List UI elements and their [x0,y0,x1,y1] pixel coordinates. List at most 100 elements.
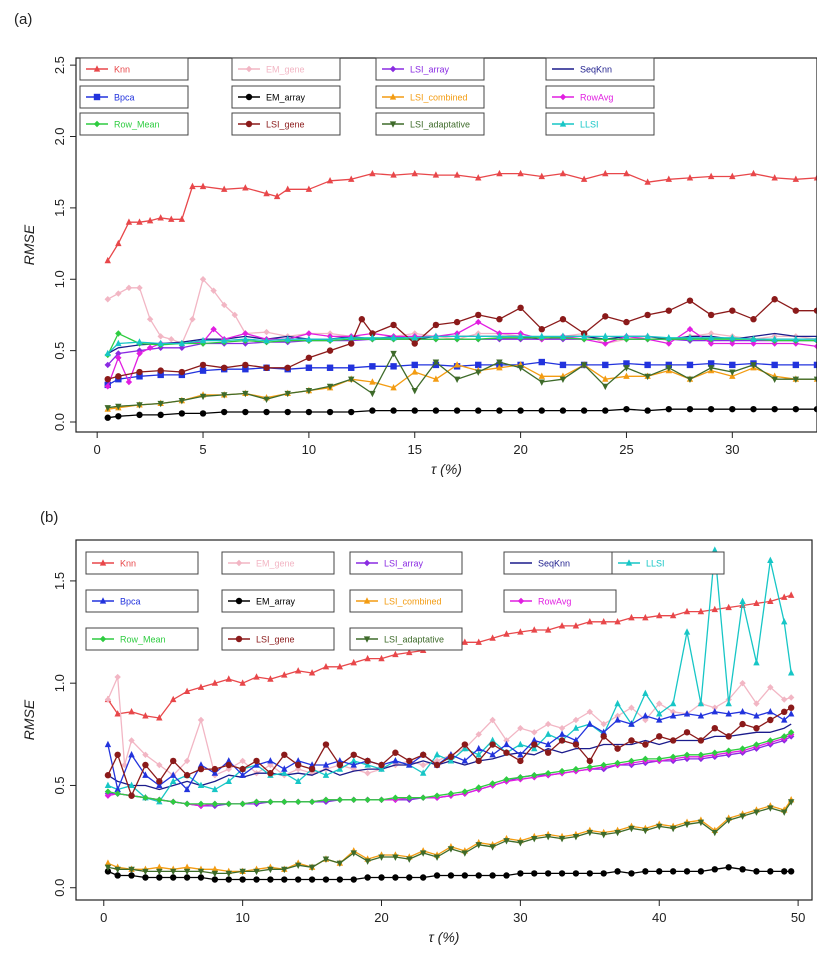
panel-a-point-rowavg [305,330,313,337]
panel-a-point-lsi-adaptative [750,362,757,369]
panel-b-point-knn [711,605,718,613]
panel-a-y-tick-label: 1.0 [52,270,67,288]
panel-a-legend-item-lsi-adaptative: LSI_adaptative [375,112,485,136]
panel-b-point-knn [767,597,774,604]
panel-a-point-rowavg [104,383,111,390]
panel-a-point-lsi-gene [348,340,355,347]
panel-a-y-tick-label: 0.0 [52,413,67,431]
panel-b-point-llsi [433,750,441,758]
panel-b-point-em-array [614,868,621,875]
panel-a-legend-box [79,85,189,109]
panel-a-point-em-array [644,407,651,414]
panel-b-point-bpca [128,750,135,758]
panel-a-point-lsi-array [104,361,111,369]
panel-b-legend-box [611,551,725,575]
panel-a-point-llsi [432,332,440,339]
panel-b-point-em-gene [419,761,427,769]
panel-b-legend-box [221,551,335,575]
panel-b-point-lsi-gene [308,765,316,773]
panel-a-point-rowavg [750,340,757,347]
panel-b-point-bpca [586,720,594,727]
panel-b-point-row-mean [572,765,580,773]
panel-b-point-llsi [294,777,302,784]
panel-a-legend-box [79,112,189,136]
panel-a-point-knn [580,175,588,182]
panel-b-point-bpca [683,710,691,717]
panel-a-point-llsi [644,332,651,339]
panel-a-point-lsi-gene [453,318,461,326]
panel-b-point-row-mean [600,761,607,769]
panel-a-legend-label-rowavg: RowAvg [580,93,613,103]
panel-a-point-knn [178,215,186,222]
panel-a-legend-item-row-mean: Row_Mean [79,112,189,136]
panel-b-point-lsi-adaptative [447,846,455,853]
panel-b-point-lsi-gene [642,741,649,748]
panel-a-point-lsi-combined [411,368,418,375]
panel-a-point-lsi-gene [665,307,672,314]
panel-b-point-em-array [711,866,718,873]
panel-a-point-bpca [792,361,800,369]
panel-b-point-em-gene [183,757,191,765]
panel-a-point-em-array [221,408,228,416]
panel-b-point-row-mean [322,796,330,803]
panel-b-point-lsi-gene [544,749,552,756]
panel-a-point-em-gene [707,330,715,337]
panel-a-point-knn [453,171,461,178]
panel-b-point-lsi-adaptative [669,825,677,833]
panel-b-point-row-mean [517,774,524,781]
panel-a-point-em-array [517,407,524,414]
panel-b-point-bpca [781,716,788,723]
panel-b-point-bpca [753,712,760,719]
panel-b-point-row-mean [669,753,677,761]
panel-b-point-bpca [642,712,649,719]
panel-a-point-em-array [326,408,334,416]
panel-b-point-lsi-adaptative [364,858,371,865]
panel-a-point-knn [284,185,291,192]
panel-b-point-llsi [725,699,732,707]
panel-a-point-lsi-adaptative [199,393,207,401]
panel-a-legend-marker-lsi-combined [389,93,397,100]
panel-a-point-em-array [136,411,143,419]
panel-b-point-knn [628,613,635,621]
panel-b-point-row-mean [787,729,795,736]
panel-b-point-lsi-gene [767,716,774,724]
panel-b-point-bpca [225,757,232,764]
panel-a-point-llsi [104,349,111,357]
panel-b-point-bpca [114,785,121,793]
panel-b-point-em-array [322,876,330,883]
panel-a-legend-box [375,112,485,136]
panel-a-point-lsi-gene [369,330,376,337]
panel-a-point-llsi [326,335,334,342]
panel-b-point-em-gene [489,716,496,724]
panel-b-point-lsi-gene [461,741,469,748]
panel-a-legend-item-rowavg: RowAvg [545,85,655,109]
panel-a-point-knn [136,218,143,225]
panel-b-point-knn [406,648,413,656]
panel-b-point-em-gene [767,684,774,691]
panel-b-point-em-array [600,870,607,877]
panel-b-point-bpca [183,785,191,793]
panel-b-point-row-mean [253,798,260,806]
panel-a-point-lsi-gene [178,368,186,376]
panel-b-point-lsi-adaptative [128,866,135,874]
panel-b-point-lsi-gene [322,741,330,748]
panel-a-point-knn [273,192,281,200]
panel-b-point-bpca [475,744,482,752]
panel-b-point-em-array [156,874,163,881]
panel-b-x-tick-label: 0 [100,910,107,925]
panel-b-point-llsi [170,777,177,784]
panel-a-point-lsi-adaptative [284,390,291,398]
panel-a-legend-item-lsi-gene: LSI_gene [231,112,341,136]
panel-a-point-em-gene [231,311,238,319]
panel-b-point-row-mean [767,737,774,744]
panel-b-legend-label-bpca: Bpca [120,597,141,607]
panel-b-point-knn [475,638,482,645]
panel-a-point-knn [602,169,609,177]
panel-b-point-lsi-adaptative [558,836,566,843]
panel-b-legend-marker-lsi-array [363,559,371,567]
panel-b-point-lsi-adaptative [461,850,469,857]
panel-b-point-lsi-gene [128,792,135,799]
panel-b-point-em-array [104,868,112,875]
panel-b-legend-label-em-array: EM_array [256,597,296,607]
panel-a-y-tick-label: 0.5 [52,342,67,360]
